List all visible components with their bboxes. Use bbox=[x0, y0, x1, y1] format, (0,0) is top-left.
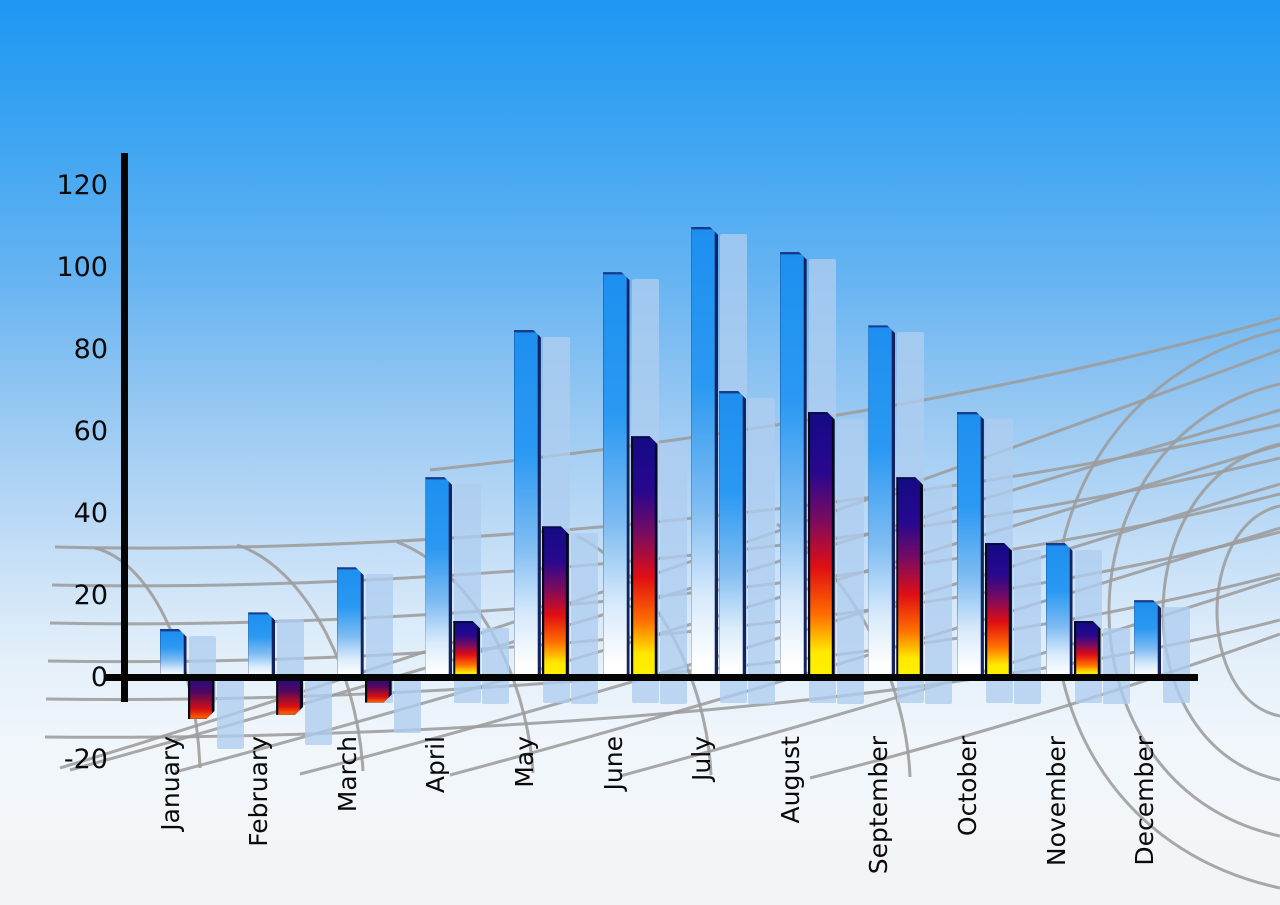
bar-series2-february bbox=[276, 675, 303, 715]
month-label-june: June bbox=[598, 736, 628, 791]
bar-series1-january bbox=[160, 629, 187, 678]
bar-shadow-series2 bbox=[1102, 627, 1130, 704]
month-label-july: July bbox=[687, 736, 717, 781]
bar-shadow-series2 bbox=[482, 627, 510, 704]
bar-shadow-series2 bbox=[305, 681, 333, 745]
month-label-january: January bbox=[155, 736, 185, 831]
bar-series2-august bbox=[808, 412, 835, 679]
y-tick-label: -20 bbox=[63, 744, 108, 775]
bar-series2-april bbox=[453, 621, 480, 678]
y-tick-label: 60 bbox=[73, 416, 108, 447]
bar-series2-january bbox=[188, 675, 215, 719]
bar-series2-november bbox=[1074, 621, 1101, 678]
bar-series1-october bbox=[957, 412, 984, 679]
bar-shadow-series1 bbox=[1163, 607, 1191, 703]
x-axis-line bbox=[104, 674, 1198, 681]
month-label-october: October bbox=[952, 736, 982, 837]
bar-series1-february bbox=[248, 612, 275, 678]
bar-series1-march bbox=[337, 567, 364, 678]
bar-series2-july bbox=[719, 391, 746, 678]
bar-shadow-series2 bbox=[393, 681, 421, 733]
bar-shadow-series2 bbox=[659, 443, 687, 704]
month-label-august: August bbox=[775, 736, 805, 824]
y-tick-label: 40 bbox=[73, 498, 108, 529]
month-label-april: April bbox=[421, 736, 451, 794]
bar-series2-may bbox=[542, 526, 569, 678]
bar-shadow-series2 bbox=[836, 418, 864, 704]
bar-series1-may bbox=[514, 330, 541, 679]
y-tick-label: 0 bbox=[90, 662, 108, 693]
bar-series1-july bbox=[691, 227, 718, 678]
month-label-february: February bbox=[244, 736, 274, 847]
bar-series1-august bbox=[780, 252, 807, 678]
bar-series1-december bbox=[1134, 600, 1161, 678]
bar-shadow-series2 bbox=[748, 398, 776, 704]
y-tick-label: 100 bbox=[56, 252, 108, 283]
month-label-november: November bbox=[1041, 736, 1071, 867]
y-axis-line bbox=[121, 153, 128, 702]
month-label-september: September bbox=[864, 736, 894, 875]
bar-shadow-series2 bbox=[925, 484, 953, 704]
bar-series1-november bbox=[1046, 543, 1073, 678]
y-tick-label: 20 bbox=[73, 580, 108, 611]
y-tick-label: 120 bbox=[56, 170, 108, 201]
month-label-may: May bbox=[509, 736, 539, 788]
bar-series1-april bbox=[425, 477, 452, 678]
bar-series1-september bbox=[868, 325, 895, 678]
month-label-march: March bbox=[332, 736, 362, 813]
bar-shadow-series2 bbox=[216, 681, 244, 749]
bar-series2-september bbox=[896, 477, 923, 678]
bar-series2-june bbox=[631, 436, 658, 678]
month-label-december: December bbox=[1130, 736, 1160, 866]
bar-series1-june bbox=[603, 272, 630, 678]
y-tick-label: 80 bbox=[73, 334, 108, 365]
bar-series2-october bbox=[985, 543, 1012, 678]
